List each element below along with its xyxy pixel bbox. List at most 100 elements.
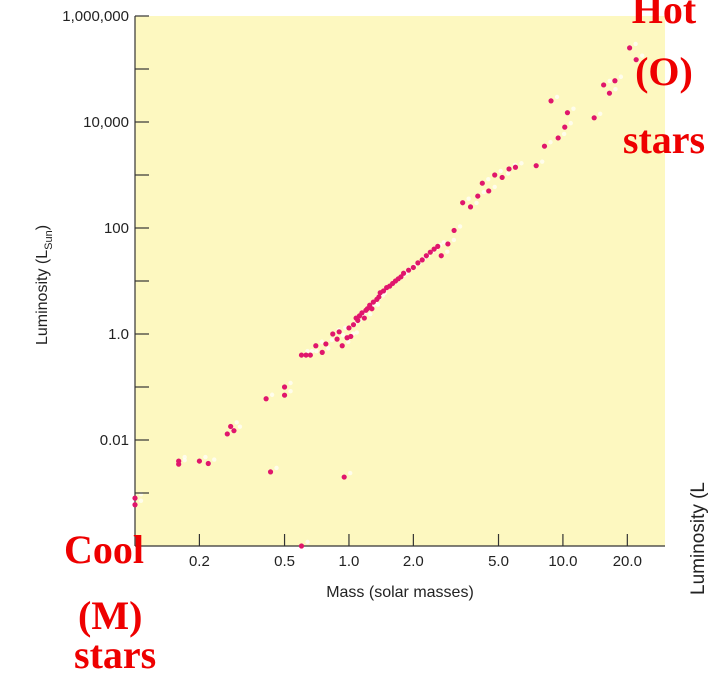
ghost-point [492, 184, 497, 190]
data-point [380, 288, 387, 294]
ghost-point [305, 539, 310, 545]
hot-stars-label-line2: (O) [635, 49, 693, 94]
ghost-point [445, 249, 450, 254]
data-point [231, 428, 237, 434]
x-tick-label: 0.2 [189, 553, 210, 570]
ghost-point [368, 311, 373, 317]
ghost-point [618, 74, 624, 79]
ghost-point [354, 330, 359, 335]
y-tick-label: 100 [104, 220, 129, 237]
data-point [336, 329, 342, 335]
data-point [548, 98, 554, 104]
y-axis-ticks: 0.01 1.0 100 10,000 1,000,000 [62, 8, 149, 494]
y-axis-title-main: Luminosity (L [34, 250, 51, 345]
ghost-point [212, 457, 217, 462]
data-point [445, 241, 451, 247]
x-axis-title: Mass (solar masses) [326, 584, 474, 601]
ghost-point [474, 200, 479, 206]
ghost-point [568, 120, 573, 126]
data-point [467, 204, 474, 210]
y-tick-label: 10,000 [83, 114, 129, 131]
ghost-point [519, 161, 524, 166]
data-point [350, 322, 357, 328]
ghost-point [305, 348, 310, 354]
data-point [348, 333, 354, 340]
ghost-point [539, 159, 545, 164]
cropped-second-chart-label: Luminosity (L [682, 345, 720, 605]
data-point [281, 392, 288, 398]
y-axis-title-close: ) [34, 225, 51, 230]
data-point [313, 343, 319, 349]
data-point [228, 423, 234, 430]
ghost-point [203, 454, 208, 460]
ghost-point [441, 240, 446, 245]
y-axis-title: Luminosity (LSun) [34, 225, 55, 345]
data-point [564, 110, 571, 116]
ghost-point [548, 139, 553, 145]
data-point [398, 274, 404, 280]
data-point [307, 352, 313, 358]
data-point [451, 227, 457, 234]
y-tick-label: 1.0 [108, 326, 129, 343]
data-point [533, 163, 539, 169]
ghost-point [457, 224, 463, 229]
data-point [492, 172, 498, 178]
data-point [361, 315, 367, 321]
data-point [499, 174, 505, 181]
data-point [205, 460, 211, 467]
ghost-point [554, 94, 560, 100]
data-point [355, 317, 361, 324]
data-point [506, 166, 512, 172]
data-point [298, 352, 305, 358]
data-point [427, 249, 433, 255]
data-point [475, 193, 481, 199]
data-point [346, 325, 352, 331]
ghost-point [597, 111, 603, 117]
data-point [415, 260, 421, 266]
data-point [176, 461, 182, 467]
ghost-point [288, 380, 293, 386]
data-point [555, 135, 561, 141]
x-tick-label: 0.5 [274, 553, 295, 570]
data-point [376, 294, 382, 300]
data-point [323, 341, 329, 347]
ghost-point [347, 470, 353, 476]
data-point [423, 253, 429, 259]
data-point [298, 543, 305, 549]
x-tick-label: 5.0 [488, 553, 509, 570]
data-point [319, 349, 325, 355]
ghost-point [466, 196, 471, 201]
data-point [431, 246, 437, 252]
ghost-point [288, 389, 293, 394]
ghost-point [498, 168, 503, 174]
x-tick-label: 10.0 [548, 553, 577, 570]
ghost-point [613, 86, 618, 92]
data-point [606, 90, 613, 96]
data-point [303, 352, 309, 358]
ghost-point [269, 392, 275, 397]
y-tick-label: 0.01 [100, 432, 129, 449]
ghost-point [237, 424, 243, 429]
data-point [263, 396, 269, 402]
ghost-point [639, 53, 645, 58]
hot-stars-label-line3: stars [622, 117, 706, 162]
data-point [132, 502, 138, 508]
data-point [281, 384, 288, 390]
ghost-point [561, 131, 567, 137]
ghost-point [571, 106, 576, 111]
ghost-point [182, 454, 187, 460]
ghost-point [234, 420, 239, 425]
data-point [541, 143, 548, 149]
ghost-point [138, 498, 144, 503]
data-points [132, 45, 639, 549]
data-point [410, 264, 416, 271]
x-tick-label: 2.0 [403, 553, 424, 570]
ghost-point [481, 189, 486, 195]
ghost-point [340, 332, 346, 338]
ghost-point [375, 302, 381, 307]
ghost-point [309, 348, 315, 354]
data-point [196, 458, 203, 464]
hot-stars-label-line1: Hot [631, 0, 697, 32]
data-point [400, 270, 407, 276]
